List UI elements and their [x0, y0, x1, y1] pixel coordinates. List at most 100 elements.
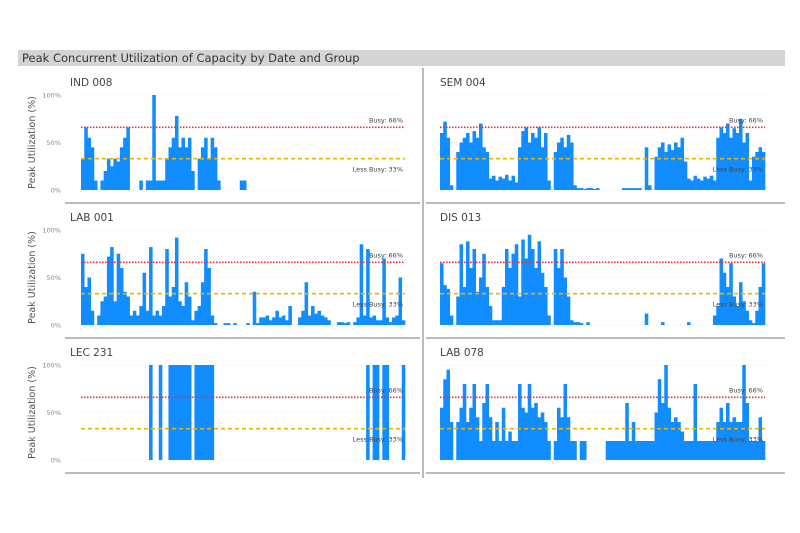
title-bar	[18, 50, 785, 66]
bar	[739, 422, 743, 460]
bar	[359, 244, 364, 325]
bar	[275, 310, 279, 325]
bar	[537, 241, 542, 325]
bar	[382, 365, 386, 460]
panel-title: LAB 001	[70, 212, 114, 224]
bar	[531, 249, 535, 325]
panel-title: IND 008	[70, 77, 112, 89]
bar	[459, 407, 464, 460]
bar	[563, 277, 568, 325]
bar	[246, 323, 250, 325]
bar	[475, 417, 480, 460]
bar	[644, 313, 649, 325]
bar	[709, 441, 714, 460]
bar	[191, 320, 195, 325]
bar	[343, 323, 347, 325]
bar	[661, 142, 665, 190]
y-tick-label: 0%	[51, 457, 61, 465]
bar	[531, 133, 535, 190]
bar	[716, 306, 720, 325]
bar	[184, 365, 189, 460]
bar	[324, 317, 328, 325]
bar	[648, 185, 652, 190]
bar	[207, 158, 211, 190]
bar	[475, 137, 480, 190]
bar	[518, 384, 522, 460]
bar	[609, 441, 613, 460]
bar	[573, 185, 577, 190]
bar	[560, 249, 564, 325]
bar	[372, 365, 377, 460]
bar	[505, 441, 509, 460]
bar	[703, 176, 707, 190]
bar	[706, 178, 711, 190]
bar	[719, 258, 724, 325]
bar	[469, 142, 473, 190]
bar	[534, 403, 538, 460]
bar	[716, 137, 720, 190]
bar	[696, 441, 701, 460]
bar	[466, 133, 470, 190]
bar	[547, 315, 551, 325]
panel-title: DIS 013	[440, 212, 481, 224]
bar	[375, 320, 380, 325]
bar	[479, 123, 483, 190]
bar	[87, 137, 92, 190]
bar	[155, 310, 160, 325]
bar	[158, 315, 163, 325]
bar	[385, 365, 390, 460]
bar	[317, 310, 322, 325]
bar	[553, 441, 558, 460]
bar	[456, 422, 460, 460]
bar	[495, 422, 499, 460]
bar	[119, 147, 124, 190]
bar	[690, 180, 694, 190]
bar	[449, 422, 454, 460]
bar	[553, 249, 558, 325]
bar	[479, 277, 483, 325]
bar	[745, 133, 750, 190]
bar	[385, 317, 390, 325]
bar	[735, 422, 740, 460]
bar	[126, 296, 130, 325]
bar	[466, 422, 470, 460]
bar	[488, 417, 493, 460]
reference-line-label: Busy: 66%	[729, 116, 763, 124]
bar	[586, 188, 590, 190]
bar	[739, 282, 743, 325]
bar	[482, 403, 486, 460]
bar	[158, 365, 163, 460]
bar	[268, 320, 273, 325]
bar	[184, 147, 189, 190]
bar	[719, 407, 724, 460]
bar	[501, 407, 506, 460]
bar	[382, 258, 386, 325]
bar	[521, 131, 525, 190]
bar	[560, 137, 564, 190]
bar	[758, 417, 763, 460]
bar	[752, 156, 756, 190]
bar	[713, 441, 717, 460]
bar	[547, 441, 551, 460]
bar	[145, 180, 150, 190]
bar	[113, 301, 117, 325]
bar	[618, 441, 623, 460]
bar	[570, 320, 574, 325]
bar	[90, 310, 95, 325]
bar	[693, 175, 698, 190]
bar	[566, 134, 571, 190]
bar	[449, 315, 454, 325]
bar	[142, 272, 147, 325]
bar	[81, 158, 85, 190]
bar	[110, 247, 114, 325]
bar	[641, 441, 646, 460]
bar	[709, 175, 714, 190]
bar	[87, 277, 92, 325]
bar	[557, 268, 561, 325]
bar	[589, 188, 594, 190]
bar	[200, 282, 205, 325]
bar	[667, 144, 672, 190]
y-tick-label: 0%	[51, 187, 61, 195]
bar	[511, 175, 516, 190]
